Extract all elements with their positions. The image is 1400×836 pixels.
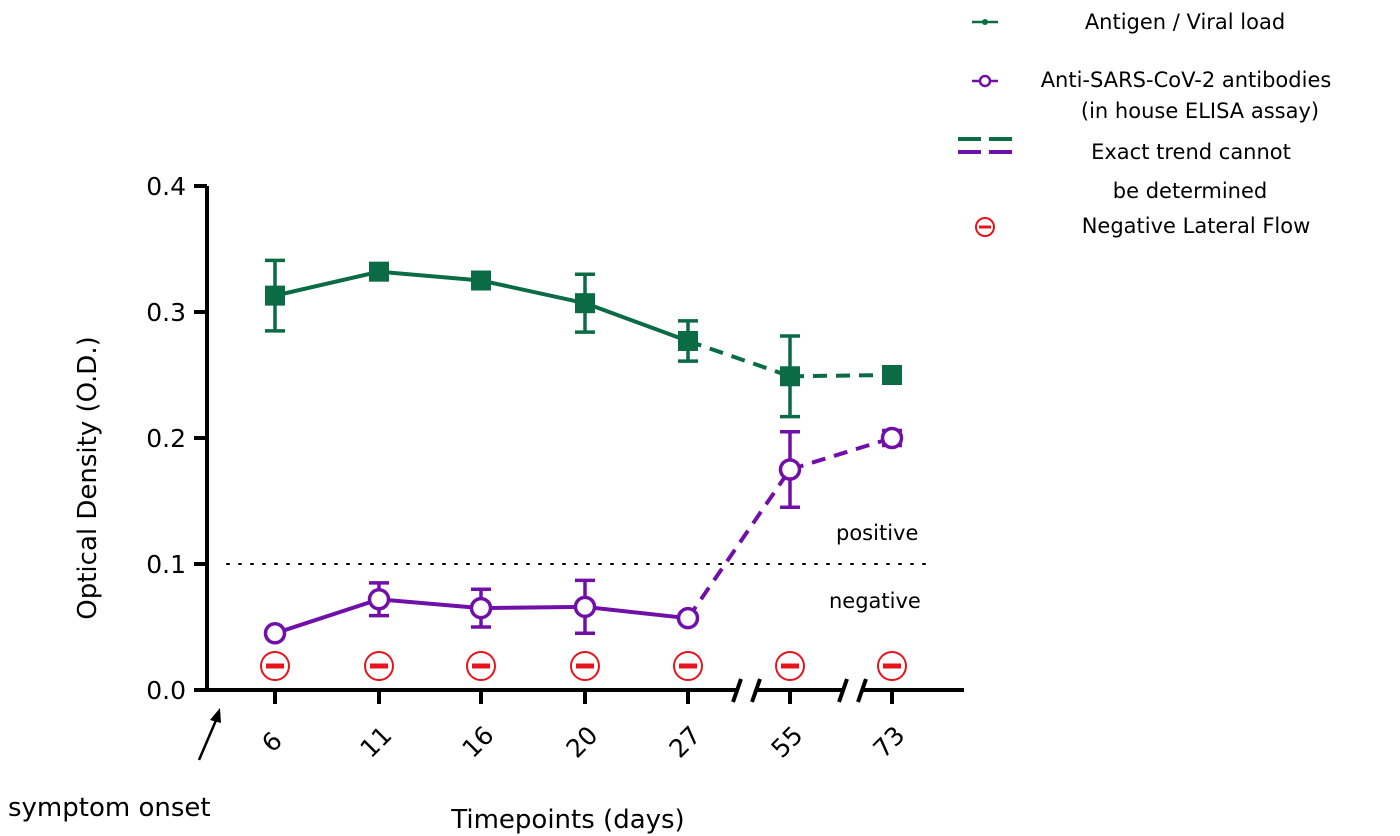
y-tick-label: 0.4	[146, 172, 186, 201]
data-point	[367, 588, 391, 611]
data-point	[469, 596, 493, 620]
negative-lateral-flow-icon	[260, 651, 290, 681]
legend-antigen-icon	[972, 19, 998, 25]
positive-label: positive	[836, 521, 918, 545]
series-antigen	[265, 258, 902, 419]
data-point	[265, 285, 285, 306]
x-tick-label: 11	[354, 720, 397, 763]
series-line-segment	[687, 339, 791, 379]
legend: Antigen / Viral load Anti-SARS-CoV-2 ant…	[958, 10, 1331, 238]
series-line-segment	[274, 597, 380, 636]
negative-label: negative	[829, 589, 921, 613]
legend-dashed-label-line1: Exact trend cannot	[1091, 140, 1291, 164]
negative-lateral-flow-icon	[466, 651, 496, 681]
negative-bar	[883, 663, 901, 669]
axis-break-2	[837, 678, 868, 703]
data-point	[780, 366, 800, 387]
data-point	[471, 270, 491, 291]
negative-lateral-flow-icon	[775, 651, 805, 681]
series-line-segment	[480, 278, 586, 306]
data-point	[573, 595, 597, 619]
x-tick-label: 27	[663, 720, 706, 763]
negative-lateral-flow-icon	[570, 651, 600, 681]
negative-lateral-flow-icon	[364, 651, 394, 681]
series-line-segment	[378, 597, 482, 611]
negative-lateral-flow-icon	[877, 651, 907, 681]
x-tick-label: 6	[256, 726, 288, 758]
negative-bar	[781, 663, 799, 669]
x-tick-label: 73	[867, 720, 910, 763]
x-axis-title: Timepoints (days)	[450, 805, 684, 835]
series-antibody	[263, 426, 904, 645]
legend-antigen-label: Antigen / Viral load	[1085, 10, 1285, 34]
y-ticks: 0.0 0.1 0.2 0.3 0.4	[146, 172, 207, 705]
symptom-onset-label: symptom onset	[8, 793, 211, 823]
legend-negative-icon	[975, 217, 995, 237]
series-line-segment	[584, 604, 689, 621]
series-line-segment	[789, 436, 893, 472]
data-point	[263, 622, 287, 645]
y-tick-label: 0.1	[146, 550, 186, 579]
legend-dashed-label-line2: be determined	[1113, 179, 1267, 203]
legend-antibody-label-line1: Anti-SARS-CoV-2 antibodies	[1041, 68, 1332, 92]
data-point	[882, 365, 902, 385]
negative-bar	[266, 663, 284, 669]
data-point	[880, 426, 904, 450]
legend-antibody-icon	[972, 74, 998, 88]
negative-bar	[472, 663, 490, 669]
negative-lateral-flow-icon	[673, 651, 703, 681]
x-tick-label: 16	[456, 720, 499, 763]
negative-bar	[370, 663, 388, 669]
data-point	[575, 293, 595, 314]
data-point	[676, 606, 700, 630]
series-line-segment	[274, 269, 380, 298]
y-tick-label: 0.0	[146, 676, 186, 705]
negative-lateral-flow-markers	[260, 651, 907, 681]
onset-arrow-icon	[197, 717, 219, 761]
data-point	[778, 458, 802, 481]
y-tick-label: 0.3	[146, 298, 186, 327]
y-tick-label: 0.2	[146, 424, 186, 453]
series-line-segment	[378, 269, 482, 283]
symptom-onset-annotation: symptom onset	[8, 708, 221, 823]
legend-negative-label: Negative Lateral Flow	[1082, 214, 1311, 238]
series-line-segment	[686, 468, 792, 620]
series-line-segment	[789, 373, 893, 379]
onset-arrowhead-icon	[210, 708, 221, 723]
negative-bar	[576, 663, 594, 669]
legend-antibody-label-line2: (in house ELISA assay)	[1081, 99, 1319, 123]
negative-bar	[679, 663, 697, 669]
series-group	[263, 258, 904, 645]
x-tick-label: 55	[765, 720, 808, 763]
y-axis-title: Optical Density (O.D.)	[73, 336, 103, 619]
x-ticks: 6 11 16 20 27 55 73	[256, 690, 910, 763]
series-line-segment	[584, 301, 689, 343]
axis-break-1	[731, 678, 762, 703]
x-tick-label: 20	[560, 720, 603, 763]
data-point	[369, 261, 389, 282]
series-line-segment	[480, 604, 586, 611]
legend-dashed-icon	[958, 137, 1012, 154]
data-point	[678, 330, 698, 351]
